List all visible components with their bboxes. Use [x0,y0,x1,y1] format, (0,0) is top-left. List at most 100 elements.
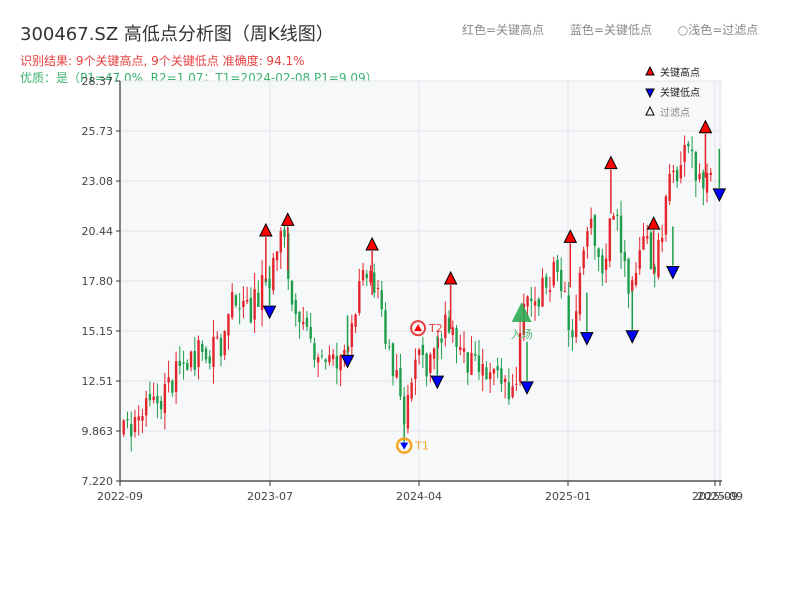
candle-body [230,292,234,318]
candle-body [631,280,634,292]
candle-body [474,353,477,356]
y-tick-label: 28.37 [82,75,114,88]
candle-body [189,351,193,368]
key-high-marker [280,212,295,226]
candle-body [627,258,630,294]
top-legend-blue: 蓝色=关键低点 [569,23,652,37]
candle-body [294,299,297,315]
legend-filtered-label: 过滤点 [660,106,690,119]
candles [122,135,712,452]
candle-body [234,295,238,306]
candle-body [339,355,342,371]
candle-body [361,270,365,281]
candle-body [313,343,316,360]
y-tick-label: 20.44 [82,225,114,238]
x-tick-label: 2025-09 [692,490,738,503]
key-low-marker [520,381,534,395]
key-high-marker [365,236,379,251]
key-high-marker [698,119,713,134]
candle-body [376,287,380,290]
candle-body [354,314,357,327]
candle-body [331,354,335,360]
entry-label: 入场 [511,327,533,341]
candle-body [156,395,159,404]
y-tick-label: 12.51 [82,375,114,388]
candle-body [290,280,294,305]
candle-body [683,144,686,162]
candle-body [589,218,593,229]
candle-body [197,339,200,368]
candle-body [447,317,451,333]
key-high-marker [259,222,273,237]
candle-body [298,311,301,323]
key-high-marker [604,155,618,170]
candle-body [574,311,578,338]
candle-body [500,368,503,384]
candle-body [451,327,454,336]
candle-body [324,359,327,362]
candle-body [608,218,612,262]
candle-body [279,230,282,253]
candle-body [503,378,507,383]
candle-body [373,272,376,293]
candle-body [653,266,656,273]
candle-body [380,290,383,310]
candle-body [219,337,223,357]
candle-body [511,386,514,397]
candle-body [391,343,395,377]
y-tick-label: 17.80 [82,275,114,288]
candle-body [687,143,690,147]
key-low-marker [712,188,727,203]
candle-body [159,400,163,410]
candle-body [163,384,167,413]
candle-body [432,348,436,359]
legend-high-marker [645,65,655,76]
key-low-marker [340,354,355,369]
candle-body [638,250,641,269]
top-legend: 红色=关键高点 蓝色=关键低点 ○浅色=过滤点 [462,21,780,38]
candle-body [597,248,600,258]
candle-body [178,361,182,367]
candle-body [642,236,645,250]
candle-body [657,239,660,278]
candle-body [444,314,447,339]
entry-marker [511,302,532,323]
key-low-marker [262,305,277,320]
candle-body [702,172,705,189]
candle-body [302,321,305,325]
key-low-marker [625,330,640,344]
candle-body [668,173,671,202]
candle-body [182,362,185,364]
candle-body [601,255,604,274]
candle-body [144,398,148,416]
legend-low-label: 关键低点 [660,86,700,99]
candle-body [530,298,533,302]
key-high-marker [646,216,661,230]
candle-body [417,349,421,356]
candle-body [335,355,339,369]
candle-body [612,215,615,220]
legend-low-marker [645,88,655,99]
candle-body [137,416,140,421]
candle-body [616,214,619,216]
candle-body [664,196,668,235]
candle-body [133,417,137,433]
candle-body [253,289,256,320]
candle-body [126,419,129,421]
candle-body [492,369,496,374]
key-low-marker [580,332,594,346]
candle-body [675,169,679,182]
candle-body [694,152,698,181]
x-tick-label: 2024-04 [396,490,442,503]
candle-body [414,359,417,380]
key-low-marker [666,265,680,280]
candle-body [406,394,410,429]
candle-body [328,355,331,363]
candle-body [275,251,279,261]
t2-label: T2 [428,322,443,335]
candle-body [623,251,626,262]
candle-body [343,349,346,358]
key-low-marker [430,375,445,390]
candle-body [216,336,219,338]
